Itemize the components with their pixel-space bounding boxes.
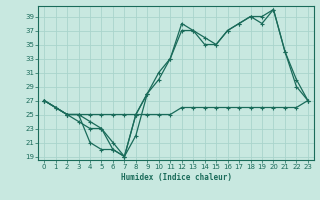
X-axis label: Humidex (Indice chaleur): Humidex (Indice chaleur): [121, 173, 231, 182]
